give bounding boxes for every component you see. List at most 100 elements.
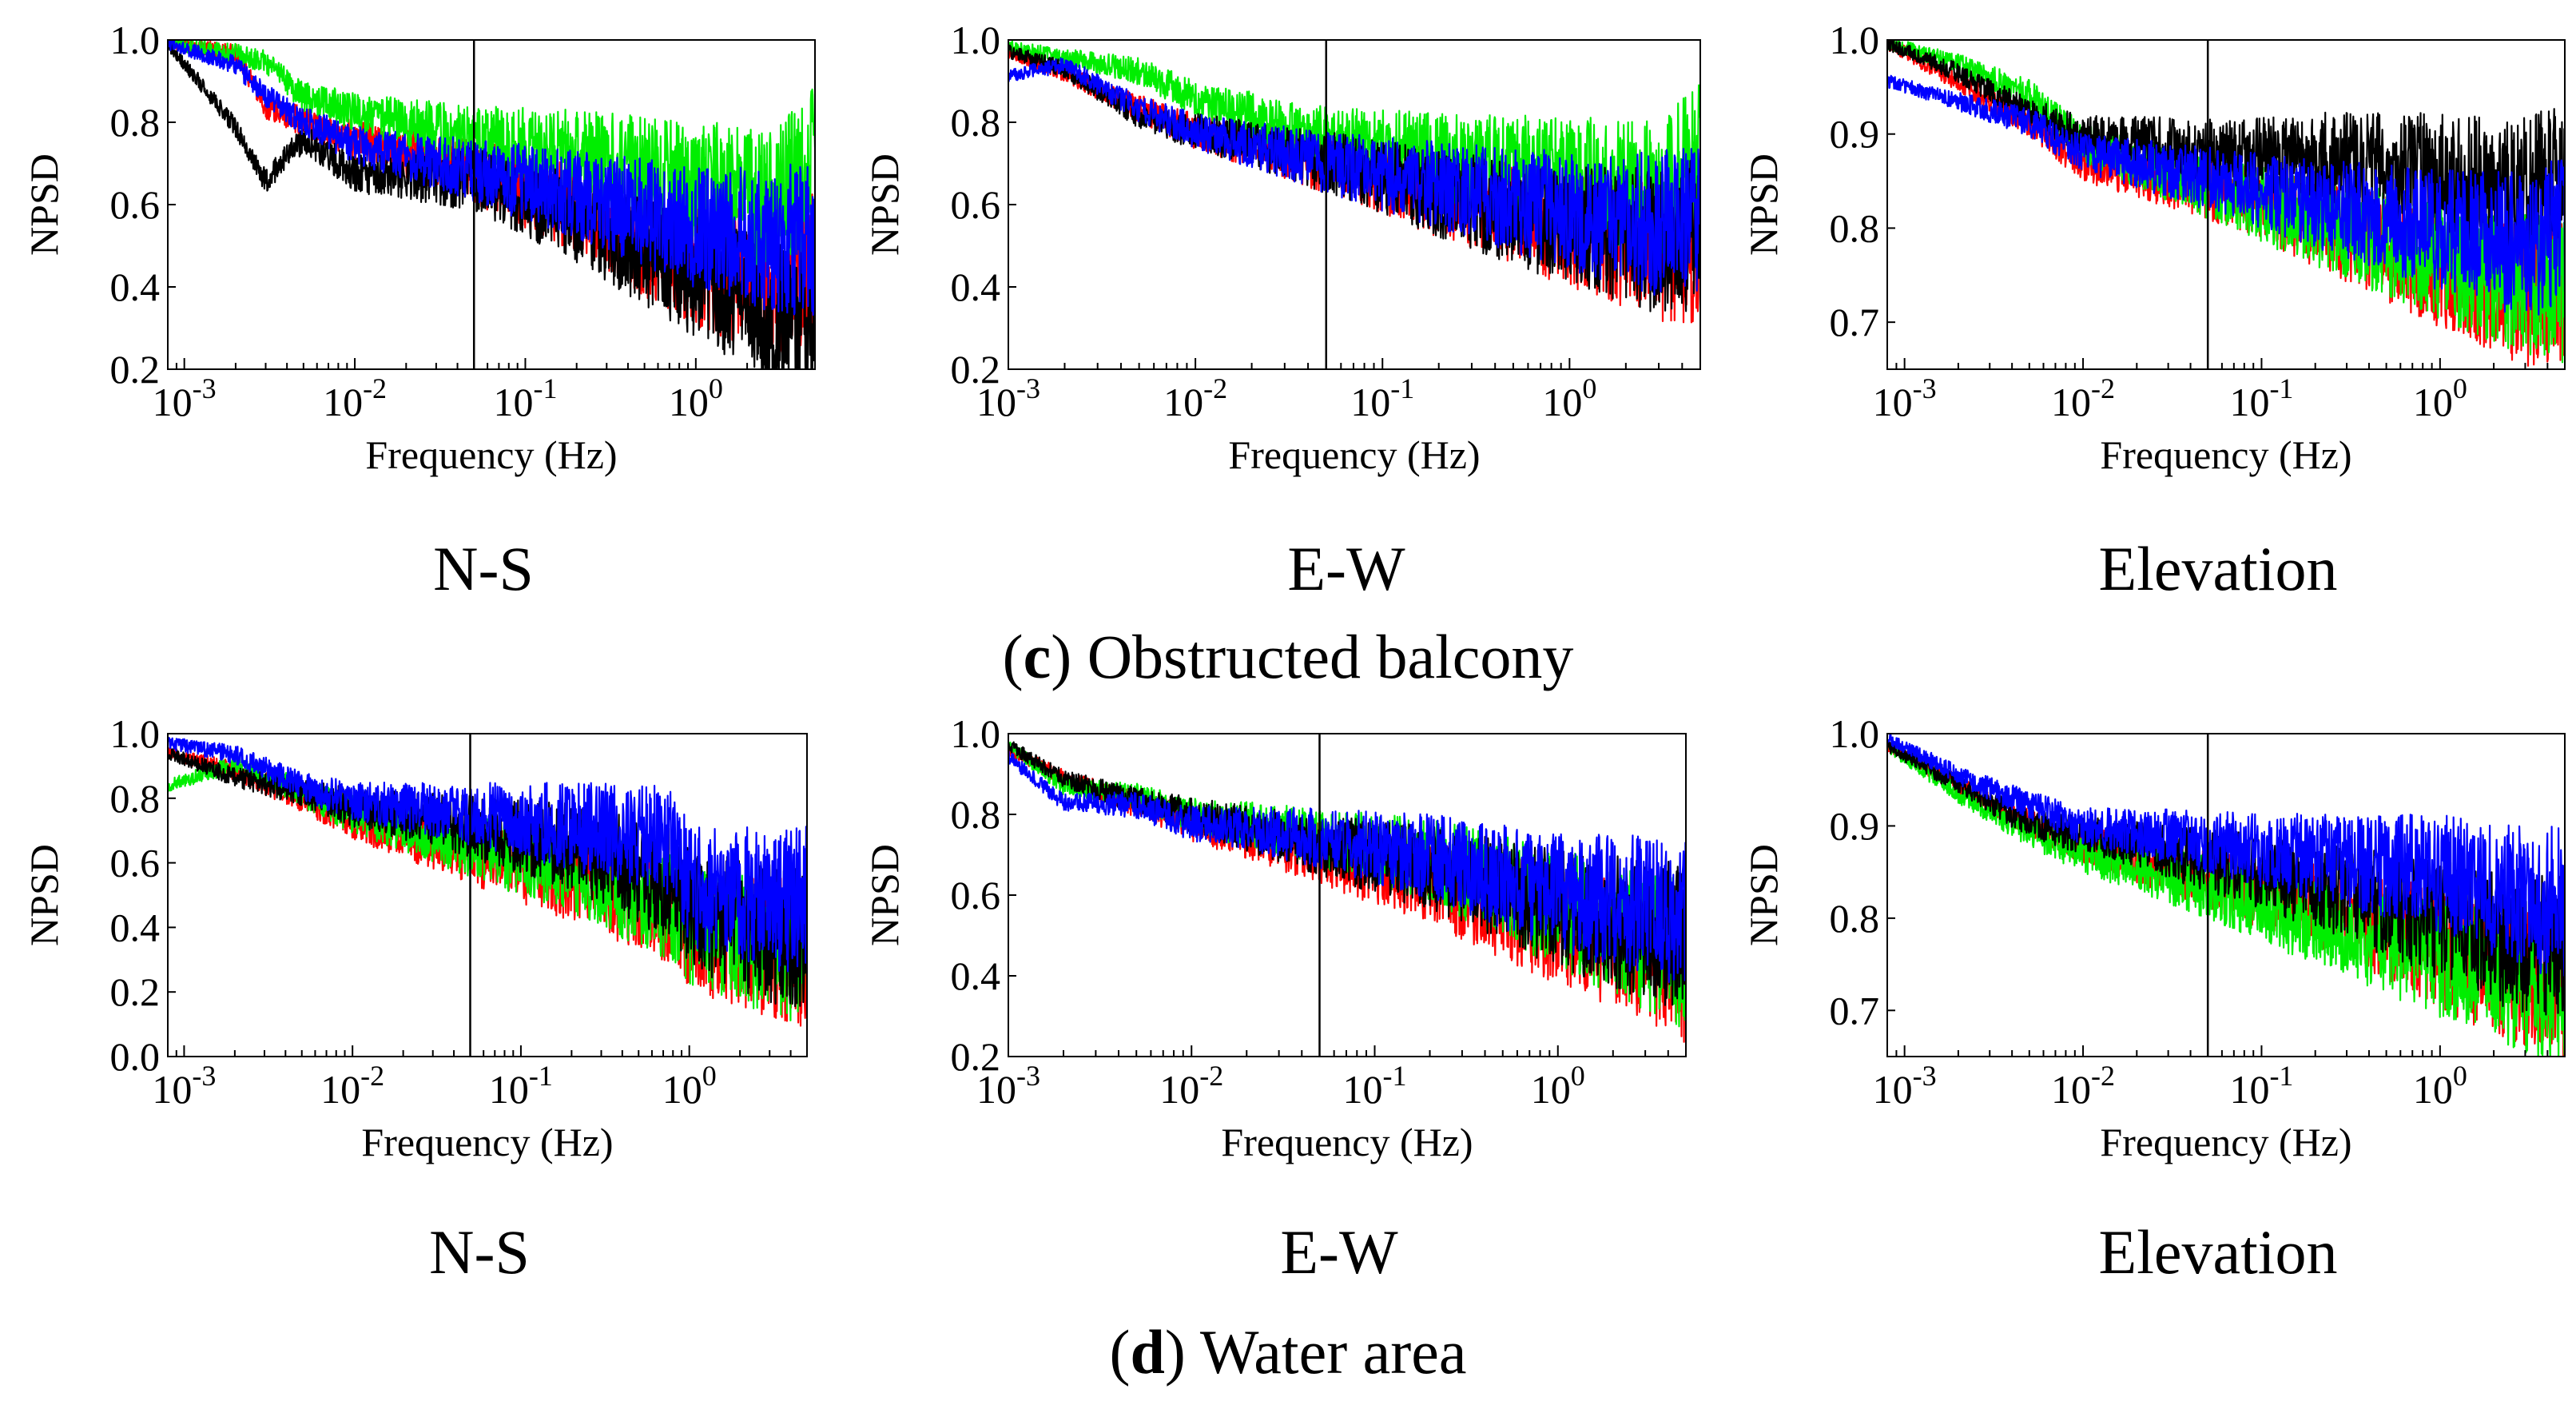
y-axis-title: NPSD xyxy=(862,844,907,946)
x-tick-label: 100 xyxy=(662,1060,717,1112)
panel-caption: E-W xyxy=(1287,534,1405,603)
x-tick-label: 100 xyxy=(669,372,723,424)
y-axis-title: NPSD xyxy=(1741,153,1786,256)
x-tick-label: 10-3 xyxy=(976,1060,1040,1112)
panel-caption: Elevation xyxy=(2099,1217,2338,1287)
y-tick-label: 0.9 xyxy=(1830,803,1880,848)
y-tick-label: 0.2 xyxy=(110,347,161,392)
panel-d-el: 0.7 0.8 0.9 1.0 10-3 10-2 10-1 100 Frequency (Hz… xyxy=(1741,711,2566,1287)
y-tick-label: 0.8 xyxy=(1830,205,1880,250)
x-tick-label: 100 xyxy=(1531,1060,1585,1112)
y-tick-label: 0.4 xyxy=(110,265,161,309)
y-tick-label: 0.9 xyxy=(1830,112,1880,157)
x-axis-title: Frequency (Hz) xyxy=(1221,1120,1473,1164)
y-tick-label: 0.7 xyxy=(1830,300,1880,344)
y-tick-label: 1.0 xyxy=(951,18,1001,62)
y-axis-title: NPSD xyxy=(22,153,66,256)
y-tick-label: 0.4 xyxy=(951,953,1001,998)
y-axis-title: NPSD xyxy=(862,153,907,256)
panel-caption: N-S xyxy=(433,534,534,603)
x-tick-label: 10-1 xyxy=(489,1060,553,1112)
y-tick-label: 1.0 xyxy=(951,711,1001,756)
series-green xyxy=(1008,40,1700,261)
caption-d: (d) Water area xyxy=(1109,1317,1466,1387)
panel-c-ns: 0.2 0.4 0.6 0.8 1.0 10-3 10-2 10-1 100 Frequency … xyxy=(22,18,816,603)
y-tick-label: 0.6 xyxy=(951,873,1001,917)
y-axis-title: NPSD xyxy=(22,844,66,946)
y-tick-label: 0.0 xyxy=(110,1034,161,1079)
y-tick-label: 1.0 xyxy=(110,711,161,756)
y-tick-label: 0.2 xyxy=(951,1034,1001,1079)
panel-c-el: 0.7 0.8 0.9 1.0 10-3 10-2 10-1 100 Frequency (Hz… xyxy=(1741,18,2566,603)
panel-caption: E-W xyxy=(1280,1217,1398,1287)
x-axis-title: Frequency (Hz) xyxy=(2100,1120,2351,1164)
caption-c: (c) Obstructed balcony xyxy=(1003,622,1574,691)
x-tick-label: 10-3 xyxy=(1873,1060,1937,1112)
x-axis-title: Frequency (Hz) xyxy=(361,1120,613,1164)
series-blue xyxy=(1008,750,1686,984)
y-tick-label: 0.8 xyxy=(110,100,161,145)
y-axis-title: NPSD xyxy=(1741,844,1786,946)
panel-caption: Elevation xyxy=(2099,534,2338,603)
x-tick-label: 10-2 xyxy=(2051,1060,2115,1112)
axes-frame xyxy=(1886,733,2566,1057)
series-blue xyxy=(168,40,815,316)
x-axis-title: Frequency (Hz) xyxy=(365,432,617,477)
y-tick-label: 1.0 xyxy=(1830,711,1880,756)
axes-frame xyxy=(167,733,808,1057)
plot-area xyxy=(1008,40,1700,324)
y-tick-label: 0.2 xyxy=(110,969,161,1014)
y-tick-label: 0.4 xyxy=(110,905,161,949)
panel-caption: N-S xyxy=(429,1217,530,1287)
x-axis-title: Frequency (Hz) xyxy=(1228,432,1480,477)
y-tick-label: 0.2 xyxy=(951,347,1001,392)
x-tick-label: 10-3 xyxy=(1873,372,1937,424)
axes-frame xyxy=(1886,39,2566,370)
x-axis-title: Frequency (Hz) xyxy=(2100,432,2351,477)
plot-area xyxy=(1887,40,2565,367)
y-tick-label: 0.6 xyxy=(110,841,161,886)
series-black xyxy=(1887,739,2565,1016)
series-blue xyxy=(168,737,807,973)
panel-c-ew: 0.2 0.4 0.6 0.8 1.0 10-3 10-2 10-1 100 Frequency … xyxy=(862,18,1701,603)
caption-d-text: Water area xyxy=(1200,1317,1467,1387)
y-tick-label: 0.8 xyxy=(951,792,1001,837)
y-tick-label: 0.8 xyxy=(1830,896,1880,941)
x-tick-label: 100 xyxy=(2413,372,2467,424)
caption-c-text: Obstructed balcony xyxy=(1087,622,1574,691)
x-tick-label: 10-3 xyxy=(976,372,1040,424)
x-tick-label: 10-2 xyxy=(320,1060,384,1112)
x-tick-label: 10-1 xyxy=(1343,1060,1407,1112)
plot-area xyxy=(1008,741,1686,1043)
series-green xyxy=(1887,40,2565,364)
y-tick-label: 0.7 xyxy=(1830,988,1880,1033)
x-tick-label: 100 xyxy=(2413,1060,2467,1112)
x-tick-label: 10-1 xyxy=(2229,372,2293,424)
panel-d-ew: 0.2 0.4 0.6 0.8 1.0 10-3 10-2 10-1 100 Frequency … xyxy=(862,711,1687,1287)
x-tick-label: 10-2 xyxy=(2051,372,2115,424)
x-tick-label: 10-1 xyxy=(493,372,557,424)
caption-c-letter: c xyxy=(1024,622,1051,691)
y-tick-label: 0.4 xyxy=(951,265,1001,309)
caption-d-letter: d xyxy=(1130,1317,1164,1387)
plot-area xyxy=(168,40,815,369)
y-tick-label: 0.8 xyxy=(951,100,1001,145)
plot-area xyxy=(1887,734,2565,1057)
y-tick-label: 0.8 xyxy=(110,776,161,821)
y-tick-label: 1.0 xyxy=(110,18,161,62)
panels: 0.2 0.4 0.6 0.8 1.0 10-3 10-2 10-1 100 Frequency … xyxy=(22,18,2566,1287)
x-tick-label: 10-2 xyxy=(1163,372,1227,424)
x-tick-label: 10-1 xyxy=(1350,372,1414,424)
series-blue xyxy=(1008,57,1700,296)
series-blue xyxy=(1887,734,2565,977)
series-blue xyxy=(1887,74,2565,316)
x-tick-label: 100 xyxy=(1542,372,1596,424)
x-tick-label: 10-2 xyxy=(323,372,387,424)
y-tick-label: 1.0 xyxy=(1830,18,1880,62)
plot-area xyxy=(168,737,807,1027)
panel-d-ns: 0.0 0.2 0.4 0.6 0.8 1.0 10-3 10-2 10-1 100 Frequen… xyxy=(22,711,808,1287)
x-tick-label: 10-3 xyxy=(152,1060,216,1112)
x-tick-label: 10-2 xyxy=(1159,1060,1223,1112)
x-tick-label: 10-1 xyxy=(2229,1060,2293,1112)
